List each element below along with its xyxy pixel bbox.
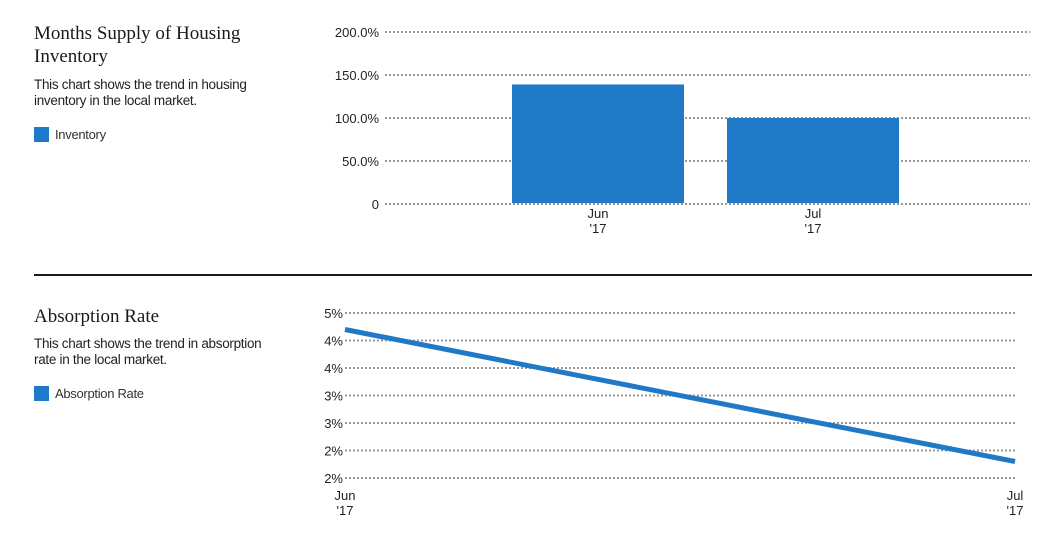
absorption-y-tick-label: 2% [324, 471, 343, 486]
absorption-x-tick-label: '17 [337, 503, 354, 518]
inventory-x-tick-label: '17 [590, 221, 607, 236]
inventory-panel: Months Supply of Housing Inventory This … [0, 0, 1062, 270]
absorption-chart-title: Absorption Rate [34, 306, 160, 327]
inventory-x-tick-label: Jun [588, 206, 609, 221]
absorption-y-tick-label: 4% [324, 361, 343, 376]
inventory-y-tick-label: 50.0% [342, 154, 379, 169]
absorption-x-tick-label: Jul [1007, 488, 1024, 503]
absorption-y-tick-label: 3% [324, 416, 343, 431]
inventory-chart-description: This chart shows the trend in housing in… [34, 77, 247, 108]
inventory-y-tick-label: 200.0% [335, 25, 380, 40]
absorption-chart-description: This chart shows the trend in absorption… [34, 336, 262, 367]
absorption-y-tick-label: 2% [324, 444, 343, 459]
absorption-y-tick-label: 3% [324, 389, 343, 404]
inventory-legend: Inventory [34, 127, 106, 142]
inventory-y-tick-label: 0 [372, 197, 379, 212]
inventory-legend-swatch [34, 127, 49, 142]
inventory-bar [512, 84, 684, 203]
inventory-bar [727, 118, 899, 203]
absorption-legend: Absorption Rate [34, 386, 144, 401]
absorption-y-tick-label: 5% [324, 306, 343, 321]
inventory-legend-label: Inventory [55, 127, 106, 142]
absorption-panel: Absorption Rate This chart shows the tre… [0, 278, 1062, 552]
absorption-legend-swatch [34, 386, 49, 401]
inventory-y-tick-label: 150.0% [335, 68, 380, 83]
inventory-chart-title: Months Supply of Housing Inventory [34, 23, 241, 67]
absorption-y-tick-label: 4% [324, 334, 343, 349]
absorption-rate-line [344, 327, 1016, 464]
inventory-x-tick-label: '17 [805, 221, 822, 236]
inventory-x-tick-label: Jul [805, 206, 822, 221]
inventory-y-tick-label: 100.0% [335, 111, 380, 126]
absorption-legend-label: Absorption Rate [55, 386, 144, 401]
section-divider [34, 274, 1032, 276]
absorption-x-tick-label: Jun [335, 488, 356, 503]
absorption-x-tick-label: '17 [1007, 503, 1024, 518]
